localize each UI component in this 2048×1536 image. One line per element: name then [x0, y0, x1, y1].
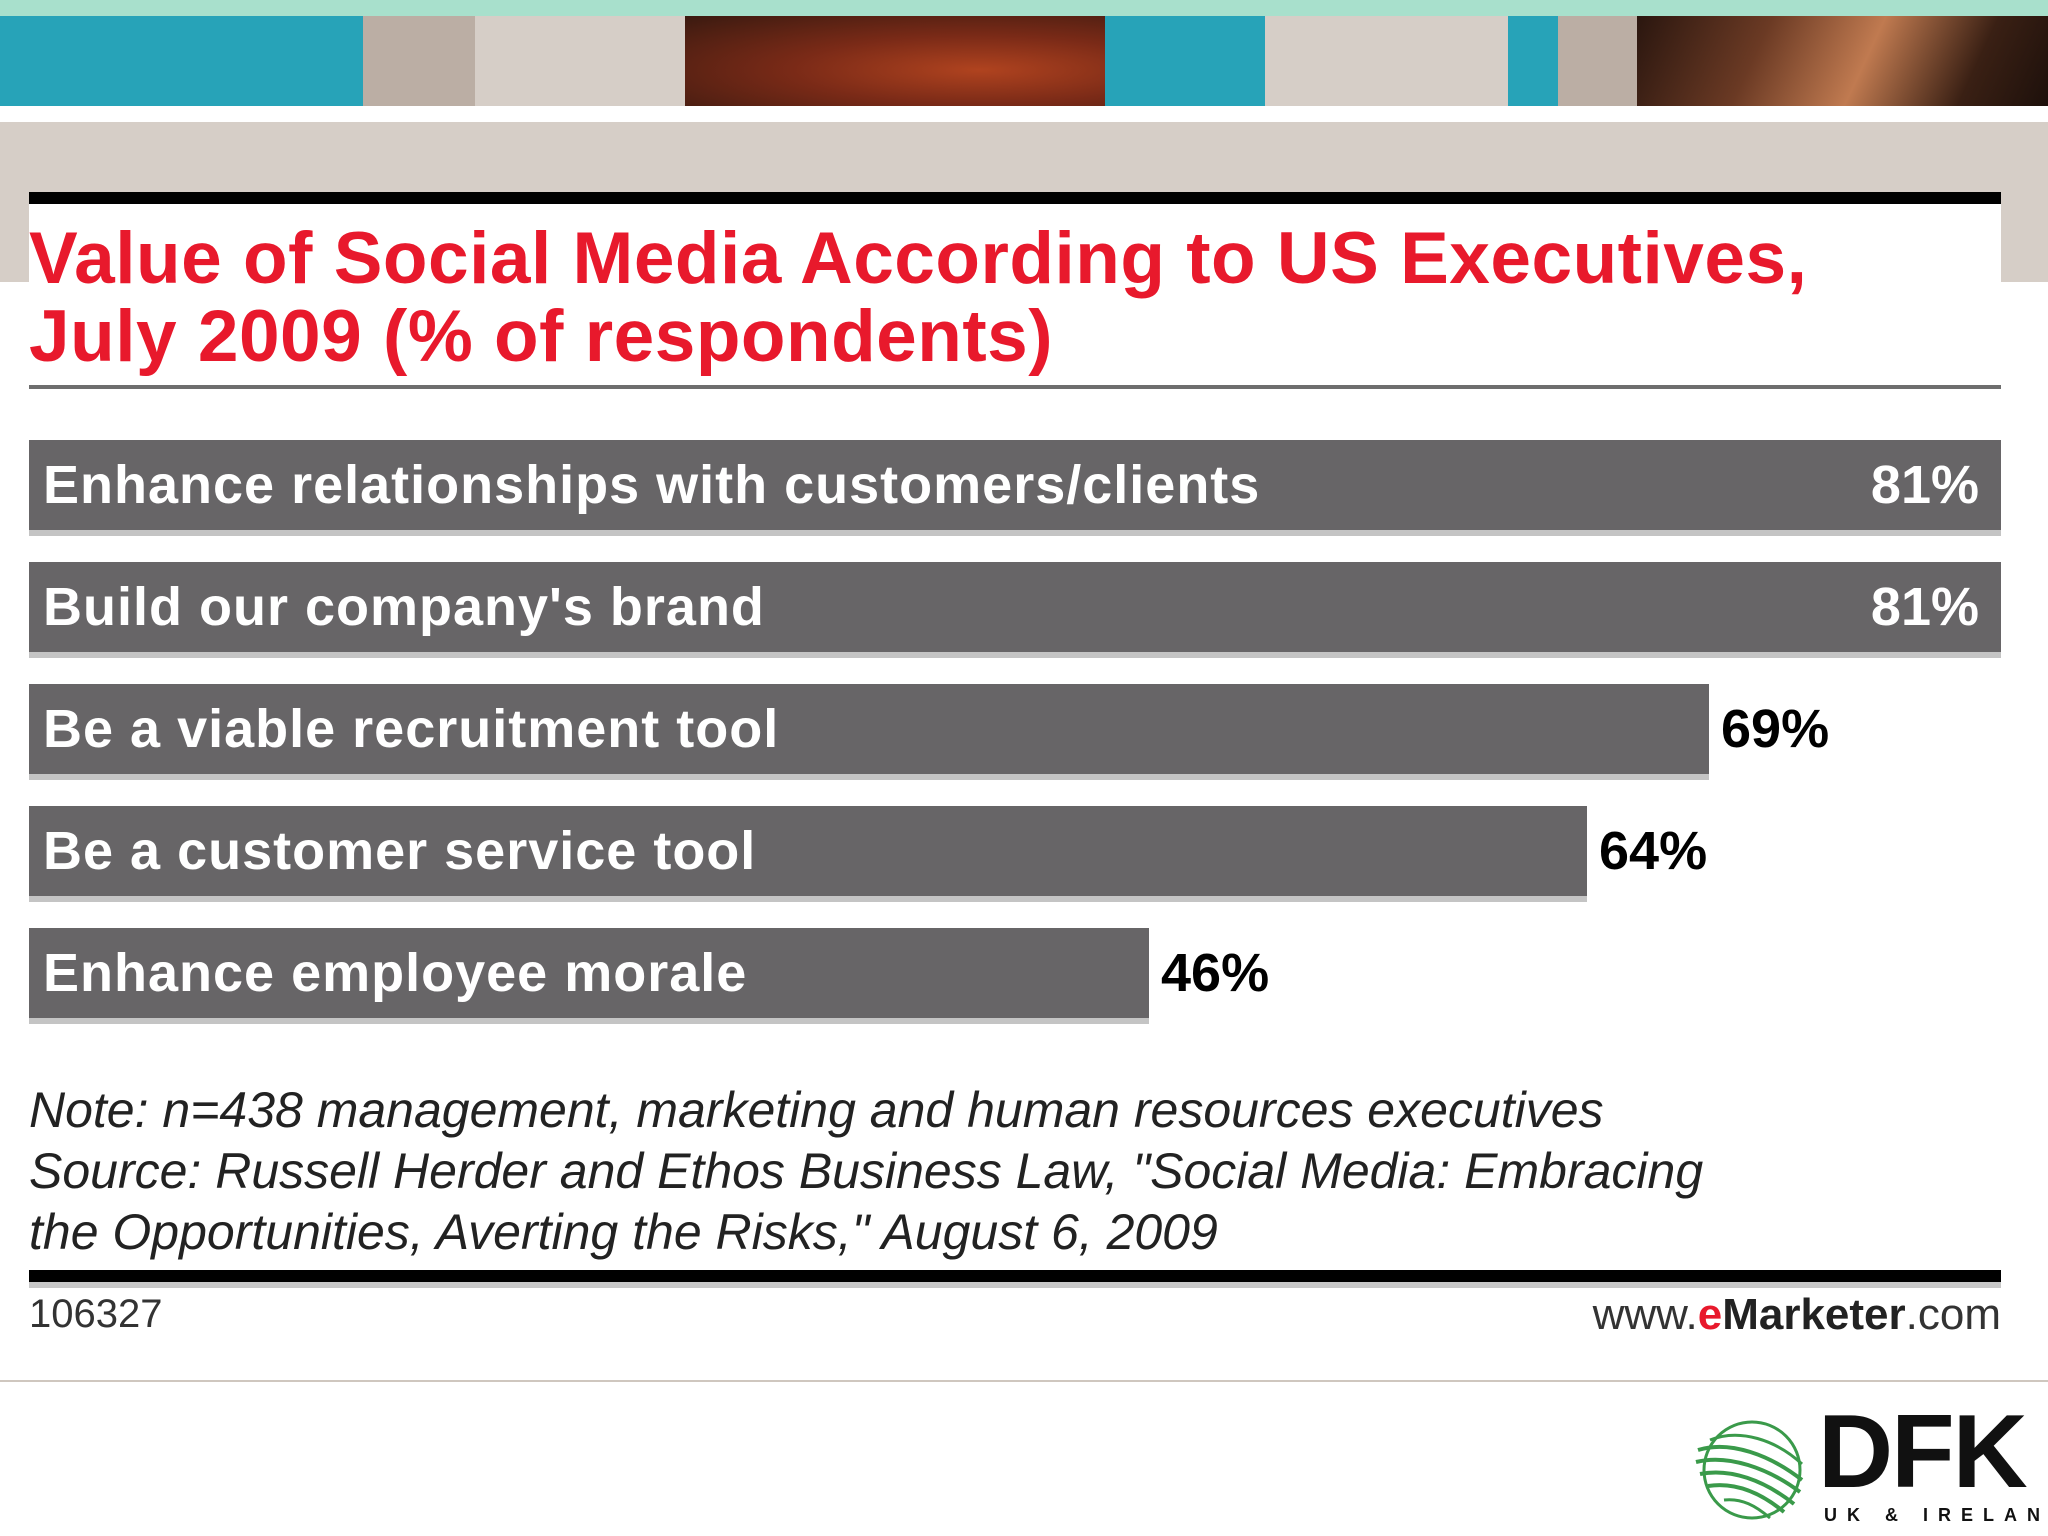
source-line: the Opportunities, Averting the Risks," … — [29, 1204, 1218, 1260]
bar-label: Build our company's brand — [43, 577, 765, 637]
logo-wordmark: DFK — [1818, 1394, 2028, 1510]
site-brand: Marketer — [1722, 1290, 1906, 1339]
bar-label: Be a viable recruitment tool — [43, 699, 780, 759]
title-rule — [29, 385, 2001, 389]
chart-note: Note: n=438 management, marketing and hu… — [29, 1080, 2001, 1263]
bar-value-label: 69% — [1721, 699, 1830, 759]
chart-title-line: July 2009 (% of respondents) — [29, 296, 1054, 377]
source-line: Source: Russell Herder and Ethos Busines… — [29, 1143, 1704, 1199]
bar-value-label: 81% — [1870, 455, 1979, 515]
mint-stripe — [0, 0, 2048, 16]
bar-value-label: 81% — [1870, 577, 1979, 637]
bar — [29, 928, 1149, 1018]
banner-block — [1105, 16, 1265, 106]
bar-label: Be a customer service tool — [43, 821, 757, 881]
banner-block — [0, 16, 363, 106]
note-line: Note: n=438 management, marketing and hu… — [29, 1082, 1604, 1138]
bar — [29, 440, 2001, 530]
emarketer-link[interactable]: www.eMarketer.com — [1593, 1290, 2001, 1340]
site-accent: e — [1697, 1290, 1723, 1339]
globe-swoosh-icon — [1695, 1420, 1804, 1520]
top-rule — [29, 192, 2001, 204]
banner-photo-reading — [685, 16, 1105, 106]
bar-label: Enhance relationships with customers/cli… — [43, 455, 1261, 515]
bar — [29, 684, 1709, 774]
banner-block — [475, 16, 685, 106]
bar-label: Enhance employee morale — [43, 943, 748, 1003]
chart-card: Value of Social Media According to US Ex… — [29, 192, 2001, 1352]
bar-value-label: 46% — [1161, 943, 1270, 1003]
bar-chart: Enhance relationships with customers/cli… — [29, 440, 2001, 1020]
footer-rule — [0, 1380, 2048, 1382]
header-banner — [0, 0, 2048, 122]
banner-block — [1508, 16, 1558, 106]
logo-subtitle: UK & IRELAND — [1824, 1505, 2048, 1525]
site-suffix: .com — [1905, 1290, 2001, 1339]
site-prefix: www. — [1592, 1290, 1698, 1339]
bar — [29, 562, 2001, 652]
banner-block — [1265, 16, 1508, 106]
dfk-logo: DFK UK & IRELAND — [1690, 1397, 2048, 1530]
banner-block — [1558, 16, 1637, 106]
banner-block — [363, 16, 475, 106]
chart-title-line: Value of Social Media According to US Ex… — [29, 218, 1808, 299]
chart-title: Value of Social Media According to US Ex… — [29, 220, 1929, 376]
banner-photo-hands — [1637, 16, 2048, 106]
bar — [29, 806, 1587, 896]
chart-id: 106327 — [29, 1292, 163, 1336]
bar-value-label: 64% — [1599, 821, 1708, 881]
bottom-rule — [29, 1270, 2001, 1282]
